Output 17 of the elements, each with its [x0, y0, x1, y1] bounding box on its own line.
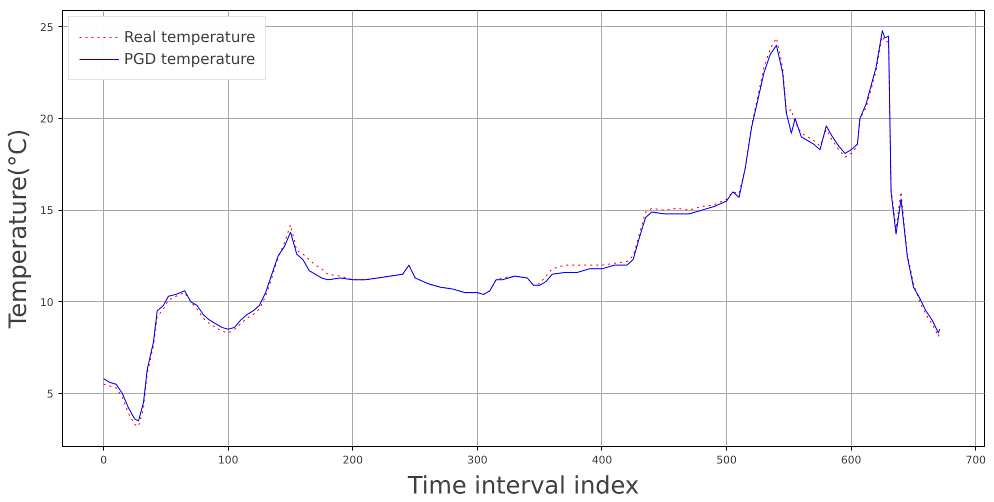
x-tick-label: 200: [342, 454, 364, 466]
x-tick-label: 400: [592, 454, 612, 466]
x-tick-label: 100: [218, 454, 239, 466]
x-tick-label: 600: [841, 454, 862, 466]
y-tick-label: 15: [40, 204, 54, 218]
x-tick-label: 0: [100, 454, 108, 466]
y-axis-title: Temperature(°C): [4, 128, 32, 330]
x-axis-title: Time interval index: [406, 472, 640, 500]
x-tick-label: 300: [467, 454, 488, 466]
legend-label: PGD temperature: [124, 50, 256, 68]
legend-label: Real temperature: [124, 28, 256, 46]
y-tick-label: 25: [40, 20, 54, 34]
x-tick-label: 500: [716, 454, 737, 466]
y-tick-label: 20: [40, 112, 54, 126]
x-tick-label: 700: [966, 454, 986, 466]
y-tick-label: 10: [40, 296, 54, 309]
y-tick-label: 5: [46, 387, 54, 400]
